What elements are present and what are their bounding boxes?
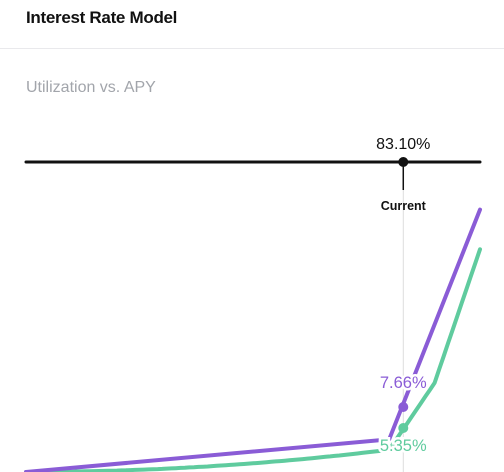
- page-title: Interest Rate Model: [26, 8, 178, 27]
- header: Interest Rate Model: [0, 0, 504, 49]
- supply-apy-label: 5.35%: [380, 437, 427, 455]
- borrow-apy-line: [24, 207, 482, 472]
- borrow-apy-label: 7.66%: [380, 374, 427, 392]
- current-utilization-label: 83.10%: [376, 136, 430, 153]
- supply-current-point: [398, 423, 409, 433]
- chart-subtitle: Utilization vs. APY: [26, 79, 156, 96]
- current-marker-label: Current: [381, 199, 427, 213]
- borrow-current-point: [398, 402, 409, 412]
